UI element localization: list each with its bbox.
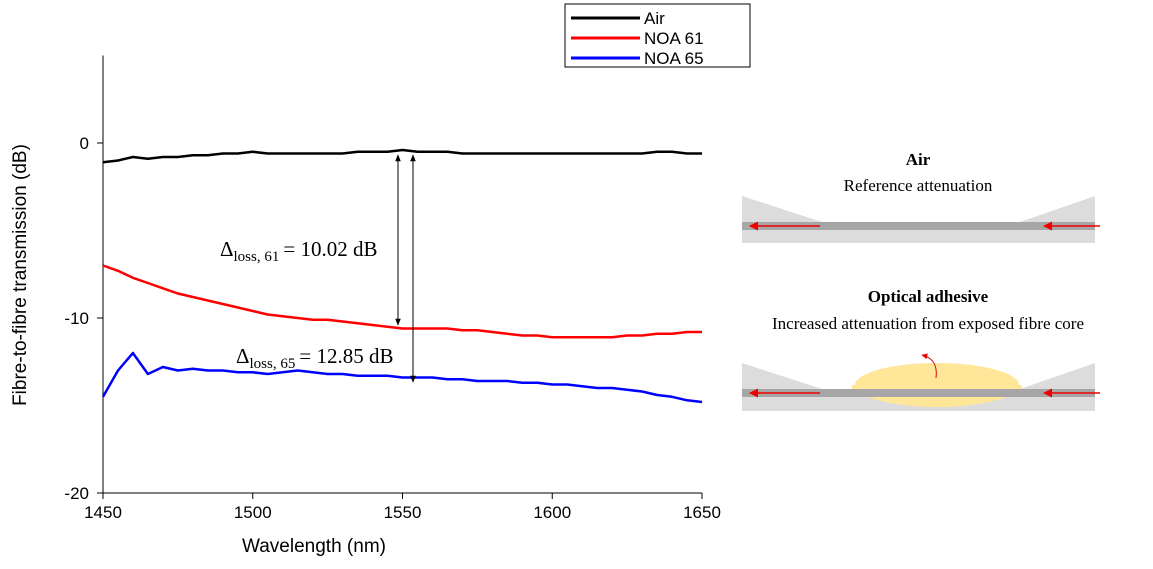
legend-label: NOA 65: [644, 49, 704, 68]
panel-title: Optical adhesive: [868, 287, 989, 306]
series-line: [102, 264, 702, 339]
x-tick-label: 1450: [84, 503, 122, 522]
series-line: [102, 148, 702, 164]
annotation: Δloss, 61 = 10.02 dB: [220, 237, 377, 265]
y-tick-label: -20: [64, 484, 89, 503]
panel-title: Air: [906, 150, 931, 169]
y-axis-label: Fibre-to-fibre transmission (dB): [10, 144, 31, 406]
panel-subtitle: Reference attenuation: [844, 176, 993, 195]
plot: 1450 1500 1550 1600 1650 -20 -10 0: [64, 55, 721, 522]
x-tick-label: 1550: [384, 503, 422, 522]
x-tick-label: 1500: [234, 503, 272, 522]
annotation: Δloss, 65 = 12.85 dB: [236, 344, 393, 372]
y-tick-label: 0: [80, 134, 89, 153]
x-tick-label: 1600: [533, 503, 571, 522]
fibre-device: [742, 353, 1100, 411]
legend-label: NOA 61: [644, 29, 704, 48]
y-tick-label: -10: [64, 309, 89, 328]
legend-label: Air: [644, 9, 665, 28]
x-axis-label: Wavelength (nm): [242, 536, 386, 557]
series-line: [101, 351, 703, 404]
fibre-device: [742, 196, 1100, 243]
diagram: Air Reference attenuation Optical adhesi…: [742, 150, 1100, 411]
x-tick-label: 1650: [683, 503, 721, 522]
panel-subtitle: Increased attenuation from exposed fibre…: [772, 314, 1084, 333]
